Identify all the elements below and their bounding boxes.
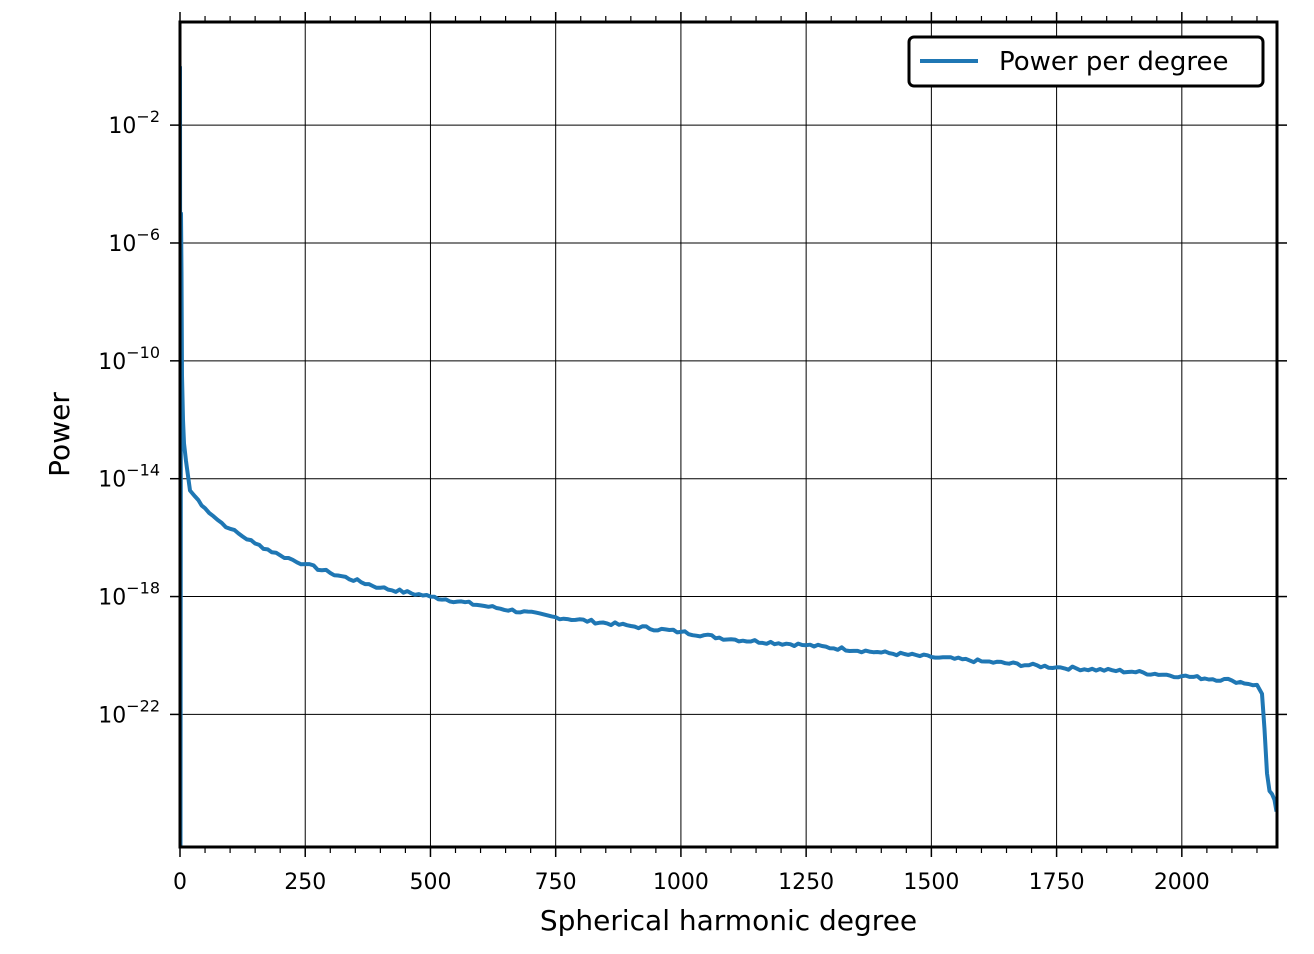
ticks: 0 250 500 750 1000 1250 1500 1750 200010−210−610…: [98, 12, 1287, 895]
x-tick-label: 1750: [1029, 870, 1085, 895]
legend-box: [907, 35, 1265, 88]
y-tick-label: 10−14: [98, 461, 160, 493]
x-tick-label: 0: [173, 870, 187, 895]
y-tick-label: 10−2: [108, 107, 160, 139]
x-tick-label: 1250: [778, 870, 834, 895]
series-line-power-per-degree: [180, 66, 1277, 847]
legend-label: Power per degree: [999, 47, 1228, 77]
y-tick-exponent: −2: [136, 107, 160, 126]
grid: [180, 22, 1277, 847]
legend: Power per degree: [907, 35, 1265, 88]
y-tick-base: 10: [98, 350, 126, 375]
y-tick-label: 10−18: [98, 579, 160, 611]
x-tick-label: 1000: [653, 870, 709, 895]
y-tick-base: 10: [98, 586, 126, 611]
y-tick-exponent: −6: [136, 225, 160, 244]
y-axis-title: Power: [43, 392, 76, 477]
y-tick-exponent: −22: [126, 696, 160, 715]
x-tick-label: 250: [284, 870, 326, 895]
y-tick-base: 10: [98, 468, 126, 493]
y-tick-label: 10−6: [108, 225, 160, 257]
x-tick-label: 2000: [1154, 870, 1210, 895]
y-tick-base: 10: [98, 703, 126, 728]
y-tick-exponent: −10: [126, 343, 160, 362]
series-layer: [180, 66, 1277, 847]
x-axis-title: Spherical harmonic degree: [540, 904, 917, 937]
x-tick-label: 500: [409, 870, 451, 895]
y-tick-base: 10: [108, 232, 136, 257]
y-tick-label: 10−10: [98, 343, 160, 375]
x-tick-label: 750: [535, 870, 577, 895]
y-tick-exponent: −14: [126, 461, 160, 480]
plot-frame: [178, 20, 1279, 849]
y-tick-label: 10−22: [98, 696, 160, 728]
y-tick-exponent: −18: [126, 579, 160, 598]
y-tick-base: 10: [108, 114, 136, 139]
x-tick-label: 1500: [903, 870, 959, 895]
